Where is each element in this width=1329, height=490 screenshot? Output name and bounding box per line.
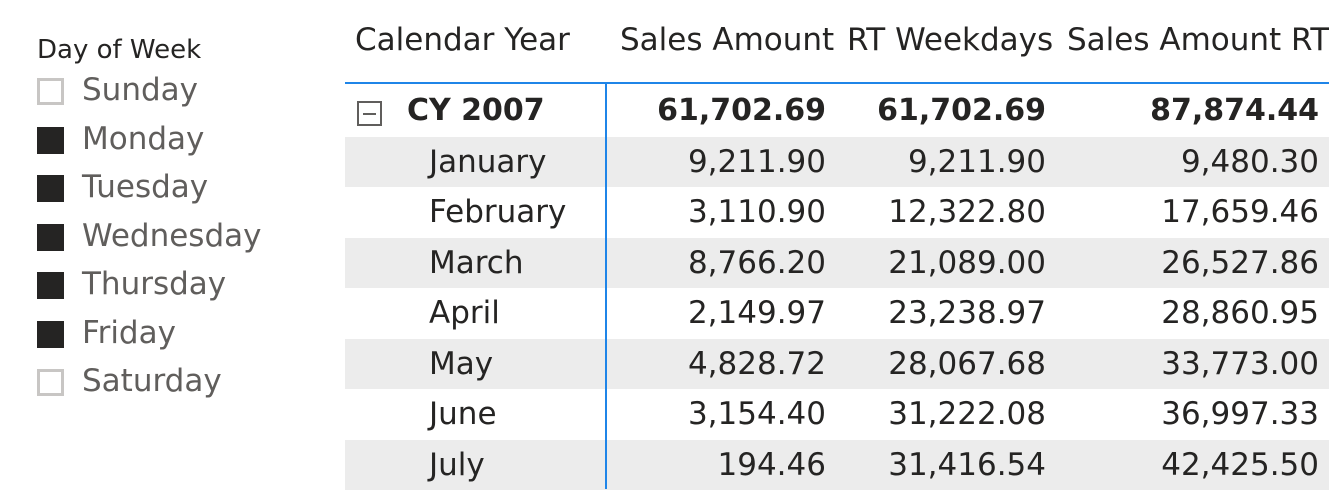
table-row: May 4,828.72 28,067.68 33,773.00 — [345, 339, 1329, 390]
row-label: July — [429, 440, 485, 490]
slicer-item-label: Tuesday — [82, 165, 208, 209]
sales-matrix: Calendar Year Sales Amount RT Weekdays S… — [345, 0, 1329, 489]
cell-rt-weekdays: 23,238.97 — [888, 288, 1046, 339]
row-label: March — [429, 238, 524, 289]
slicer-item-wednesday[interactable]: Wednesday — [37, 220, 317, 269]
cell-sales-amount: 2,149.97 — [688, 288, 826, 339]
checkbox-saturday[interactable] — [37, 369, 64, 396]
slicer-item-tuesday[interactable]: Tuesday — [37, 171, 317, 220]
checkbox-thursday[interactable] — [37, 272, 64, 299]
slicer-item-label: Sunday — [82, 68, 198, 112]
cell-rt-weekdays: 21,089.00 — [888, 238, 1046, 289]
cell-sales-amount: 61,702.69 — [657, 86, 826, 137]
cell-sales-amount-rt: 9,480.30 — [1181, 137, 1319, 188]
checkbox-tuesday[interactable] — [37, 175, 64, 202]
row-label: June — [429, 389, 497, 440]
table-row: March 8,766.20 21,089.00 26,527.86 — [345, 238, 1329, 289]
cell-sales-amount: 8,766.20 — [688, 238, 826, 289]
column-header-calendar-year[interactable]: Calendar Year — [355, 16, 570, 64]
cell-sales-amount: 4,828.72 — [688, 339, 826, 390]
slicer-item-label: Friday — [82, 311, 176, 355]
slicer-item-label: Wednesday — [82, 214, 261, 258]
row-label: February — [429, 187, 566, 238]
cell-rt-weekdays: 28,067.68 — [888, 339, 1046, 390]
cell-rt-weekdays: 9,211.90 — [908, 137, 1046, 188]
cell-sales-amount-rt: 17,659.46 — [1161, 187, 1319, 238]
column-header-rt-weekdays[interactable]: RT Weekdays — [847, 16, 1053, 64]
row-label: CY 2007 — [407, 86, 545, 137]
row-label: April — [429, 288, 500, 339]
table-row: April 2,149.97 23,238.97 28,860.95 — [345, 288, 1329, 339]
cell-rt-weekdays: 12,322.80 — [888, 187, 1046, 238]
cell-sales-amount: 3,110.90 — [688, 187, 826, 238]
column-header-sales-amount-rt[interactable]: Sales Amount RT — [1067, 16, 1329, 64]
slicer-item-thursday[interactable]: Thursday — [37, 268, 317, 317]
column-header-sales-amount[interactable]: Sales Amount — [620, 16, 834, 64]
cell-rt-weekdays: 61,702.69 — [877, 86, 1046, 137]
slicer-item-label: Saturday — [82, 359, 222, 403]
checkbox-monday[interactable] — [37, 127, 64, 154]
slicer-title: Day of Week — [37, 30, 317, 70]
slicer-item-monday[interactable]: Monday — [37, 123, 317, 172]
slicer-item-saturday[interactable]: Saturday — [37, 365, 317, 414]
slicer-item-sunday[interactable]: Sunday — [37, 74, 317, 123]
cell-sales-amount-rt: 28,860.95 — [1161, 288, 1319, 339]
cell-rt-weekdays: 31,416.54 — [888, 440, 1046, 490]
cell-sales-amount-rt: 42,425.50 — [1161, 440, 1319, 490]
table-row: July 194.46 31,416.54 42,425.50 — [345, 440, 1329, 490]
cell-sales-amount-rt: 33,773.00 — [1161, 339, 1319, 390]
cell-sales-amount: 194.46 — [718, 440, 826, 490]
checkbox-wednesday[interactable] — [37, 224, 64, 251]
total-row-cy-2007: CY 2007 61,702.69 61,702.69 87,874.44 — [345, 86, 1329, 137]
cell-sales-amount: 3,154.40 — [688, 389, 826, 440]
table-row: June 3,154.40 31,222.08 36,997.33 — [345, 389, 1329, 440]
cell-sales-amount: 9,211.90 — [688, 137, 826, 188]
slicer-item-friday[interactable]: Friday — [37, 317, 317, 366]
cell-sales-amount-rt: 87,874.44 — [1150, 86, 1319, 137]
checkbox-friday[interactable] — [37, 321, 64, 348]
cell-sales-amount-rt: 36,997.33 — [1161, 389, 1319, 440]
header-divider — [345, 82, 1329, 84]
row-label: May — [429, 339, 493, 390]
day-of-week-slicer: Day of Week Sunday Monday Tuesday Wednes… — [37, 30, 317, 414]
collapse-icon[interactable] — [357, 101, 382, 126]
slicer-item-label: Monday — [82, 117, 204, 161]
table-row: February 3,110.90 12,322.80 17,659.46 — [345, 187, 1329, 238]
slicer-item-label: Thursday — [82, 262, 226, 306]
row-label: January — [429, 137, 547, 188]
checkbox-sunday[interactable] — [37, 78, 64, 105]
table-row: January 9,211.90 9,211.90 9,480.30 — [345, 137, 1329, 188]
row-header-divider — [605, 82, 607, 489]
cell-sales-amount-rt: 26,527.86 — [1161, 238, 1319, 289]
cell-rt-weekdays: 31,222.08 — [888, 389, 1046, 440]
